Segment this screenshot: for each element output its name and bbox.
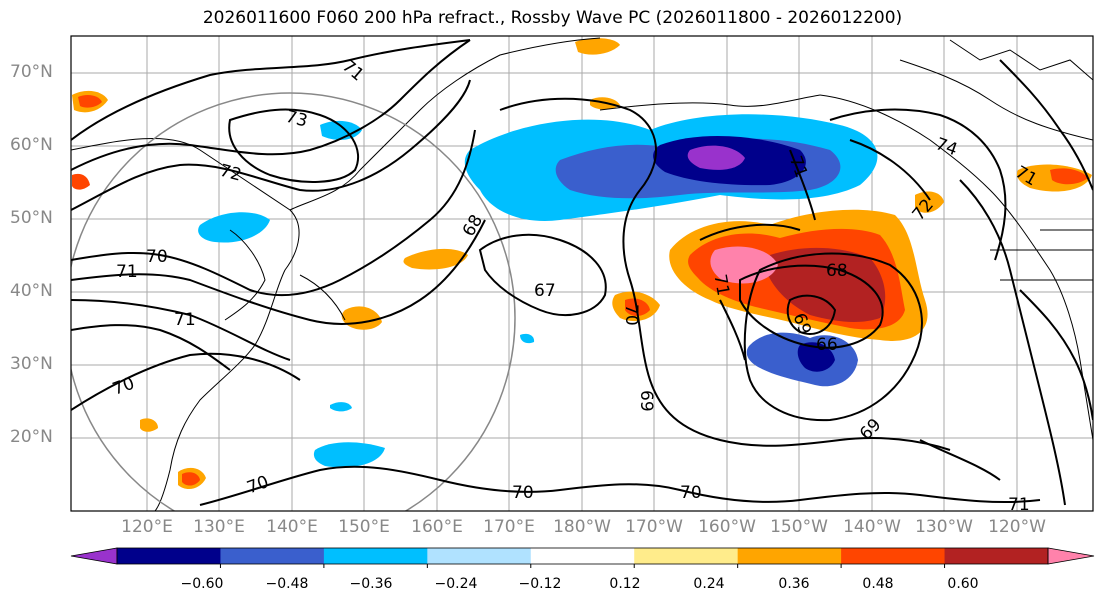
colorbar-tick-label: −0.48 [265,576,309,592]
contour-label: 69 [636,390,656,412]
contour-label: 71 [709,273,732,298]
lat-label-60n: 60°N [10,135,53,155]
contour-label: 70 [680,483,702,503]
colorbar-segment [530,548,635,564]
lon-label: 160°W [698,517,756,537]
colorbar-tick-label: 0.60 [947,576,979,592]
negative-anomaly-band [198,114,878,468]
contour-label: 70 [621,304,641,326]
lon-label: 150°W [770,517,828,537]
lon-label: 150°E [338,517,390,537]
lon-label: 160°E [411,517,463,537]
reference-circle [71,92,516,511]
colorbar-tick-label: −0.36 [349,576,393,592]
colorbar-segment [634,548,739,564]
lon-label: 130°W [915,517,973,537]
lon-label: 170°W [625,517,683,537]
colorbar-segment [220,548,325,564]
colorbar-segment [737,548,842,564]
lon-label: 140°E [266,517,318,537]
lat-label-50n: 50°N [10,208,53,228]
colorbar-tick-label: 0.36 [778,576,810,592]
colorbar-segment [117,548,221,564]
lat-label-20n: 20°N [10,427,53,447]
contour-label: 68 [826,261,848,281]
contour-label: 71 [1008,495,1030,515]
colorbar-frame [116,547,1049,565]
colorbar-tick-label: 0.48 [862,576,894,592]
colorbar-extend-low [70,547,118,565]
lat-label-70n: 70°N [10,62,53,82]
map-frame [70,35,1094,512]
contour-lines [71,39,1093,506]
colorbar-tick-label: 0.24 [693,576,725,592]
map-title: 2026011600 F060 200 hPa refract., Rossby… [202,8,903,28]
lon-label: 120°E [121,517,173,537]
colorbar-segment [323,548,428,564]
lon-label: 170°E [483,517,535,537]
colorbar-extend-high [1047,547,1095,565]
contour-label: 70 [512,483,534,503]
colorbar-segment [427,548,532,564]
colorbar [70,547,1095,568]
lon-label: 120°W [988,517,1046,537]
lon-label: 180°W [553,517,611,537]
colorbar-tick-label: −0.12 [518,576,562,592]
lon-label: 130°E [193,517,245,537]
lat-label-30n: 30°N [10,354,53,374]
colorbar-segment [841,548,946,564]
contour-label: 71 [174,310,196,330]
colorbar-tick-label: −0.60 [180,576,224,592]
contour-label: 66 [816,335,838,355]
contour-label: 67 [534,281,556,301]
lat-label-40n: 40°N [10,281,53,301]
colorbar-tick-label: 0.12 [609,576,641,592]
contour-label: 71 [116,262,138,282]
colorbar-segment [944,548,1049,564]
colorbar-tick-label: −0.24 [434,576,478,592]
lon-label: 140°W [843,517,901,537]
contour-label: 70 [146,247,168,267]
